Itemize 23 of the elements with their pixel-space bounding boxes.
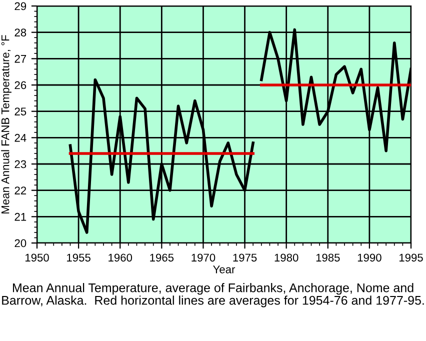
y-tick-label: 25 [14,108,26,116]
y-axis-title: Mean Annual FANB Temperature, °F [1,35,12,214]
text: Mean Annual Temperature, average of Fairbanks, Anchorage, Nome and Barrow, Alaska. Red horizontal lines are averages for 1954-76 and 1977-95. [2,283,424,308]
x-tick-label: 1970 [192,254,216,262]
y-tick-label: 22 [14,186,26,194]
x-tick-label: 1990 [358,254,382,262]
x-tick-label: 1960 [108,254,132,262]
x-axis-title: Year [213,266,236,274]
y-tick-label: 23 [14,160,26,168]
x-tick-label: 1950 [25,254,49,262]
y-tick-label: 29 [14,2,26,10]
y-tick-label: 28 [14,28,26,36]
y-tick-label: 26 [14,81,26,90]
x-tick-label: 1985 [316,254,340,262]
y-tick-label: 27 [14,54,26,63]
y-tick-label: 20 [14,239,26,248]
x-tick-label: 1955 [67,254,90,262]
y-tick-label: 21 [14,212,26,221]
x-tick-label: 1965 [150,254,174,262]
y-tick-label: 24 [14,134,26,142]
x-tick-label: 1980 [274,254,298,262]
x-tick-label: 1975 [233,254,257,262]
x-tick-label: 1995 [399,254,423,262]
